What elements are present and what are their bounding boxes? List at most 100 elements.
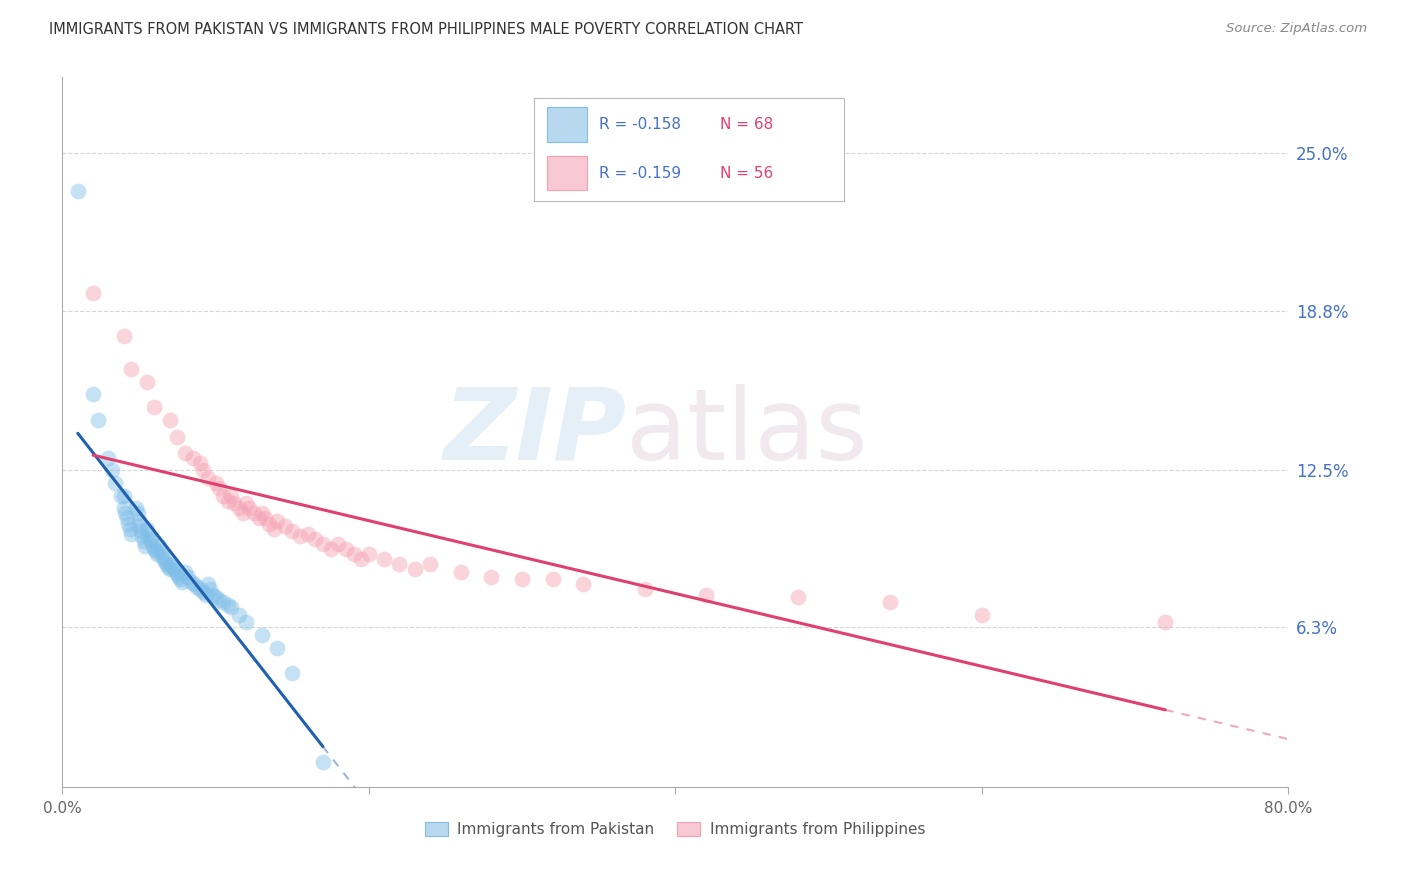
Text: ZIP: ZIP (443, 384, 626, 481)
Point (159, 412, 181, 426)
Point (217, 493, 239, 508)
Point (183, 577, 205, 591)
Point (212, 489, 235, 503)
Point (180, 574, 202, 589)
Point (181, 450, 204, 465)
Point (479, 570, 502, 584)
Legend: Immigrants from Pakistan, Immigrants from Philippines: Immigrants from Pakistan, Immigrants fro… (419, 815, 931, 843)
Text: IMMIGRANTS FROM PAKISTAN VS IMMIGRANTS FROM PHILIPPINES MALE POVERTY CORRELATION: IMMIGRANTS FROM PAKISTAN VS IMMIGRANTS F… (49, 22, 803, 37)
Point (217, 598, 239, 612)
Point (145, 544, 167, 558)
Point (228, 607, 250, 622)
Point (188, 582, 211, 597)
Point (170, 574, 193, 589)
Point (235, 615, 257, 630)
Point (201, 587, 224, 601)
Point (120, 526, 142, 541)
Point (97, 450, 120, 465)
Point (266, 514, 288, 528)
Point (232, 507, 254, 521)
Point (1154, 615, 1177, 630)
Point (169, 572, 191, 586)
Point (357, 547, 380, 561)
Point (879, 595, 901, 609)
Point (219, 489, 242, 503)
Point (162, 559, 184, 574)
Point (135, 522, 157, 536)
Point (112, 489, 135, 503)
Point (148, 540, 170, 554)
Point (156, 557, 179, 571)
Point (312, 537, 335, 551)
Point (166, 567, 188, 582)
Point (132, 534, 155, 549)
Point (66, 185, 89, 199)
Point (198, 582, 221, 597)
Point (110, 489, 132, 503)
Point (450, 565, 472, 579)
Point (114, 507, 136, 521)
Point (115, 511, 138, 525)
Point (786, 590, 808, 604)
Point (149, 544, 172, 558)
Point (174, 565, 197, 579)
Point (177, 570, 200, 584)
Point (139, 532, 162, 546)
Point (129, 524, 152, 538)
Point (342, 547, 364, 561)
Point (250, 507, 273, 521)
Point (350, 552, 373, 566)
Point (82, 387, 104, 401)
Point (243, 507, 266, 521)
Point (312, 755, 335, 769)
Point (87, 412, 110, 426)
Point (633, 582, 655, 597)
Point (204, 590, 226, 604)
Point (197, 577, 219, 591)
Point (141, 534, 163, 549)
Point (304, 532, 326, 546)
Point (143, 541, 166, 556)
Point (297, 526, 319, 541)
Point (238, 501, 260, 516)
Point (157, 559, 180, 574)
Point (165, 565, 187, 579)
Text: N = 56: N = 56 (720, 166, 773, 180)
Point (188, 456, 211, 470)
Point (128, 519, 150, 533)
Point (193, 463, 215, 477)
Point (103, 475, 125, 490)
Point (166, 430, 188, 444)
Point (112, 501, 135, 516)
Point (163, 562, 186, 576)
Point (131, 529, 153, 543)
Point (510, 572, 533, 586)
Point (142, 540, 165, 554)
Point (222, 496, 245, 510)
Point (197, 471, 219, 485)
Point (117, 516, 139, 531)
Point (125, 501, 148, 516)
Point (167, 570, 190, 584)
Point (970, 607, 993, 622)
Point (208, 592, 231, 607)
Point (134, 540, 156, 554)
FancyBboxPatch shape (547, 155, 586, 190)
Point (247, 511, 270, 525)
Text: R = -0.159: R = -0.159 (599, 166, 682, 180)
Point (281, 666, 304, 681)
Point (150, 549, 173, 564)
Point (127, 507, 149, 521)
Point (288, 529, 311, 543)
Point (273, 519, 295, 533)
Point (159, 562, 181, 576)
Point (146, 547, 169, 561)
Point (208, 481, 231, 495)
Point (281, 524, 304, 538)
Point (112, 329, 135, 343)
Point (160, 557, 183, 571)
Point (328, 537, 350, 551)
Point (335, 541, 357, 556)
Point (388, 557, 411, 571)
Point (404, 562, 426, 576)
